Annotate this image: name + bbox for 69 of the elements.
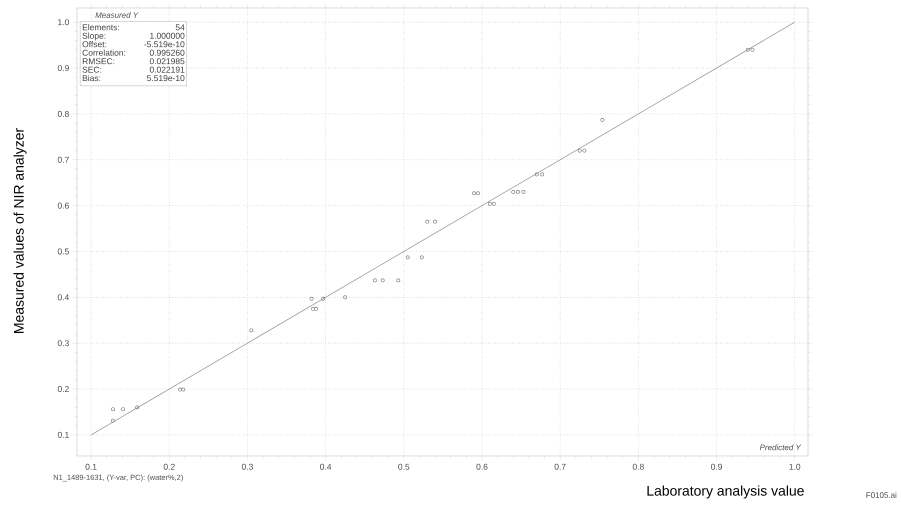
point xyxy=(310,296,314,301)
y-tick-label: 0.6 xyxy=(58,202,69,209)
point xyxy=(600,118,604,122)
annotation: Bias: xyxy=(82,74,100,82)
x-axis-title: Laboratory analysis value xyxy=(647,485,804,498)
y-tick-label: 0.5 xyxy=(58,248,69,254)
point xyxy=(311,306,316,311)
point xyxy=(321,296,326,301)
annotation: Offset: xyxy=(82,41,106,48)
point xyxy=(750,48,754,52)
y-tick-label: 0.7 xyxy=(58,156,69,163)
point xyxy=(111,407,115,412)
annotation: -5.519e-10 xyxy=(144,41,184,48)
point xyxy=(488,202,492,206)
point xyxy=(121,407,126,412)
point xyxy=(511,190,516,194)
point xyxy=(476,191,480,196)
annotation: Elements: xyxy=(82,24,119,30)
x-tick-label: 0.3 xyxy=(242,464,253,470)
point xyxy=(135,405,140,410)
point xyxy=(746,48,750,52)
x-tick-label: 0.6 xyxy=(476,464,488,470)
point xyxy=(396,278,400,282)
annotation: 0.021985 xyxy=(150,58,184,64)
y-tick-label: 0.8 xyxy=(58,110,69,117)
point xyxy=(472,191,476,196)
point xyxy=(111,418,115,423)
x-tick-label: 0.5 xyxy=(398,464,410,470)
annotation: 0.995260 xyxy=(150,50,184,56)
y-tick-label: 0.2 xyxy=(58,386,69,392)
point xyxy=(540,172,544,176)
annotation: SEC: xyxy=(82,66,102,73)
annotation: Slope: xyxy=(82,32,106,40)
point xyxy=(420,256,424,260)
point xyxy=(181,388,186,392)
y-axis-title: Measured values of NIR analyzer xyxy=(14,128,27,333)
annotation: 1.000000 xyxy=(150,32,184,39)
annotation: Correlation: xyxy=(82,50,126,56)
annotation: 0.022191 xyxy=(150,66,184,73)
x-tick-label: 0.9 xyxy=(710,464,722,470)
y-tick-label: 0.1 xyxy=(58,432,69,438)
x-tick-label: 0.7 xyxy=(554,464,566,470)
y-tick-label: 0.9 xyxy=(58,65,69,72)
point xyxy=(522,190,526,194)
point xyxy=(314,306,318,311)
point xyxy=(406,256,410,260)
x-tick-label: 0.2 xyxy=(164,464,175,470)
x-tick-label: 1.0 xyxy=(789,464,800,470)
point xyxy=(178,388,182,392)
point xyxy=(492,202,496,206)
point xyxy=(343,295,348,300)
y-tick-label: 1.0 xyxy=(58,19,69,26)
point xyxy=(516,190,520,194)
x-tick-label: 0.1 xyxy=(86,464,97,470)
point xyxy=(534,172,539,176)
point xyxy=(433,220,437,224)
point xyxy=(582,148,586,152)
point xyxy=(249,328,254,332)
point xyxy=(578,148,582,152)
annotation: 5.519e-10 xyxy=(146,75,184,82)
point xyxy=(425,220,430,224)
x-tick-label: 0.8 xyxy=(632,464,644,470)
annotation: RMSEC: xyxy=(82,58,114,64)
point xyxy=(380,278,385,282)
y-tick-label: 0.3 xyxy=(58,340,69,346)
annotation: 54 xyxy=(176,24,185,30)
point xyxy=(372,278,377,282)
y-tick-label: 0.4 xyxy=(58,294,69,300)
x-tick-label: 0.4 xyxy=(320,464,332,470)
